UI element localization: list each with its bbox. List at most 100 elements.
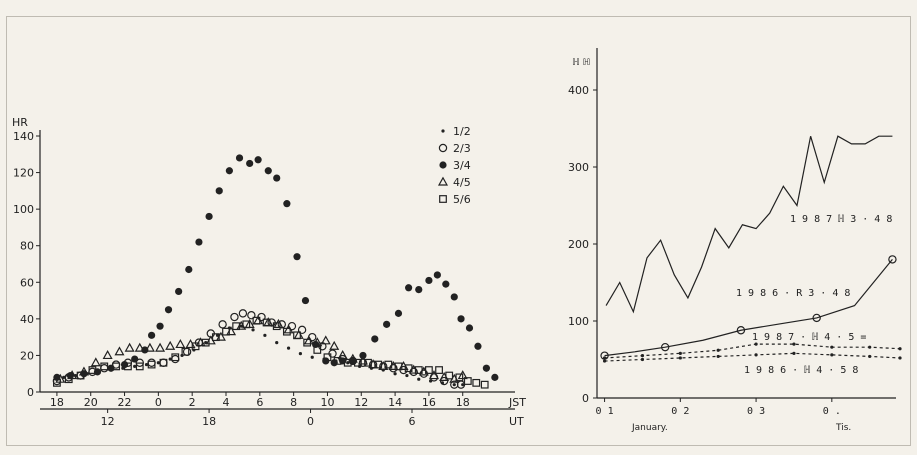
data-point xyxy=(148,331,156,339)
data-point xyxy=(235,154,244,162)
right-series-2 xyxy=(600,255,897,360)
legend-label-5: 5/6 xyxy=(453,193,471,206)
data-point xyxy=(114,346,125,356)
data-point xyxy=(394,362,403,371)
data-point xyxy=(678,351,682,355)
data-point xyxy=(320,335,331,345)
data-point xyxy=(452,383,456,387)
data-point xyxy=(144,342,155,352)
left-x-tick-label-top: 14 xyxy=(388,396,402,409)
right-x-label-left: January. xyxy=(631,423,668,433)
data-point xyxy=(62,375,66,379)
left-y-tick-label: 0 xyxy=(27,386,34,399)
data-point xyxy=(232,322,241,331)
left-y-axis-label: HR xyxy=(12,116,28,129)
data-point xyxy=(812,313,821,323)
legend-label-4: 4/5 xyxy=(453,176,471,189)
data-point xyxy=(383,320,391,328)
data-point xyxy=(168,357,172,361)
data-point xyxy=(211,333,220,342)
right-series-4 xyxy=(602,351,902,363)
left-series-2 xyxy=(52,309,466,389)
data-point xyxy=(347,353,358,363)
left-x-tick-label-top: 16 xyxy=(422,396,436,409)
data-point xyxy=(215,333,220,337)
right-y-tick-label: 300 xyxy=(568,161,589,174)
data-point xyxy=(461,383,465,387)
data-point xyxy=(144,362,149,367)
legend-label-3: 3/4 xyxy=(453,159,471,172)
left-x-tick-label-top: 12 xyxy=(354,396,368,409)
data-point xyxy=(273,174,281,182)
data-point xyxy=(640,357,645,362)
data-point xyxy=(107,364,115,372)
right-x-tick-label: 0 1 xyxy=(596,406,614,417)
data-point xyxy=(433,271,441,279)
legend-marker-3 xyxy=(439,161,447,169)
left-x-tick-label-top: 20 xyxy=(84,396,98,409)
left-x-tick-label-bottom: 18 xyxy=(202,415,216,428)
left-y-tick-label: 60 xyxy=(20,276,34,289)
data-point xyxy=(830,345,834,349)
data-point xyxy=(465,324,474,332)
data-point xyxy=(337,349,348,360)
data-point xyxy=(93,368,102,376)
legend-marker-2 xyxy=(438,143,448,153)
data-point xyxy=(716,348,720,352)
data-point xyxy=(384,360,393,369)
left-x-tick-label-top: 18 xyxy=(50,396,64,409)
right-series-label-1: 1 9 8 7 ℍ 3 · 4 8 xyxy=(790,214,892,225)
left-x-tick-label-top: 10 xyxy=(320,396,334,409)
right-y-tick-label: 100 xyxy=(568,315,589,328)
right-series-label-3: 1 9 8 7 · ℍ 4 · 5 = xyxy=(752,332,866,343)
data-point xyxy=(482,364,490,372)
data-point xyxy=(301,296,310,305)
left-x-tick-label-bottom: 0 xyxy=(307,415,314,428)
data-point xyxy=(297,325,307,335)
data-point xyxy=(205,212,213,221)
data-point xyxy=(53,378,61,387)
left-x-unit-bottom: UT xyxy=(509,415,524,428)
data-point xyxy=(405,373,409,378)
data-point xyxy=(428,370,440,380)
left-y-tick-label: 120 xyxy=(13,167,34,180)
left-y-tick-label: 80 xyxy=(20,240,34,253)
right-y-tick-label: 0 xyxy=(582,392,589,405)
data-point xyxy=(134,342,145,352)
data-point xyxy=(286,346,291,350)
left-x-unit-top: JST xyxy=(508,396,526,409)
data-point xyxy=(272,322,281,331)
left-x-tick-label-top: 18 xyxy=(456,396,470,409)
data-point xyxy=(425,366,433,374)
data-point xyxy=(252,316,261,325)
data-point xyxy=(171,354,180,364)
series-line xyxy=(604,352,901,362)
data-point xyxy=(230,312,239,322)
left-series-3 xyxy=(53,154,499,381)
data-point xyxy=(131,355,139,363)
data-point xyxy=(359,351,367,360)
left-x-tick-label-top: 22 xyxy=(118,396,132,409)
data-point xyxy=(264,167,272,175)
left-x-tick-label-top: 0 xyxy=(155,396,162,409)
data-point xyxy=(159,358,168,367)
data-point xyxy=(175,287,183,296)
data-point xyxy=(457,315,465,323)
left-x-tick-label-top: 8 xyxy=(290,396,297,409)
series-line xyxy=(605,135,893,314)
data-point xyxy=(754,342,758,346)
left-y-tick-label: 140 xyxy=(13,130,34,143)
data-point xyxy=(463,377,472,385)
data-point xyxy=(218,320,227,329)
data-point xyxy=(415,286,423,294)
data-point xyxy=(298,352,302,356)
data-point xyxy=(283,200,291,208)
data-point xyxy=(225,167,233,175)
data-point xyxy=(293,331,301,340)
data-point xyxy=(275,341,279,345)
data-point xyxy=(310,355,314,359)
left-series-1 xyxy=(53,324,465,387)
right-series-label-2: 1 9 8 6 · R 3 · 4 8 xyxy=(736,288,850,299)
data-point xyxy=(135,362,144,371)
